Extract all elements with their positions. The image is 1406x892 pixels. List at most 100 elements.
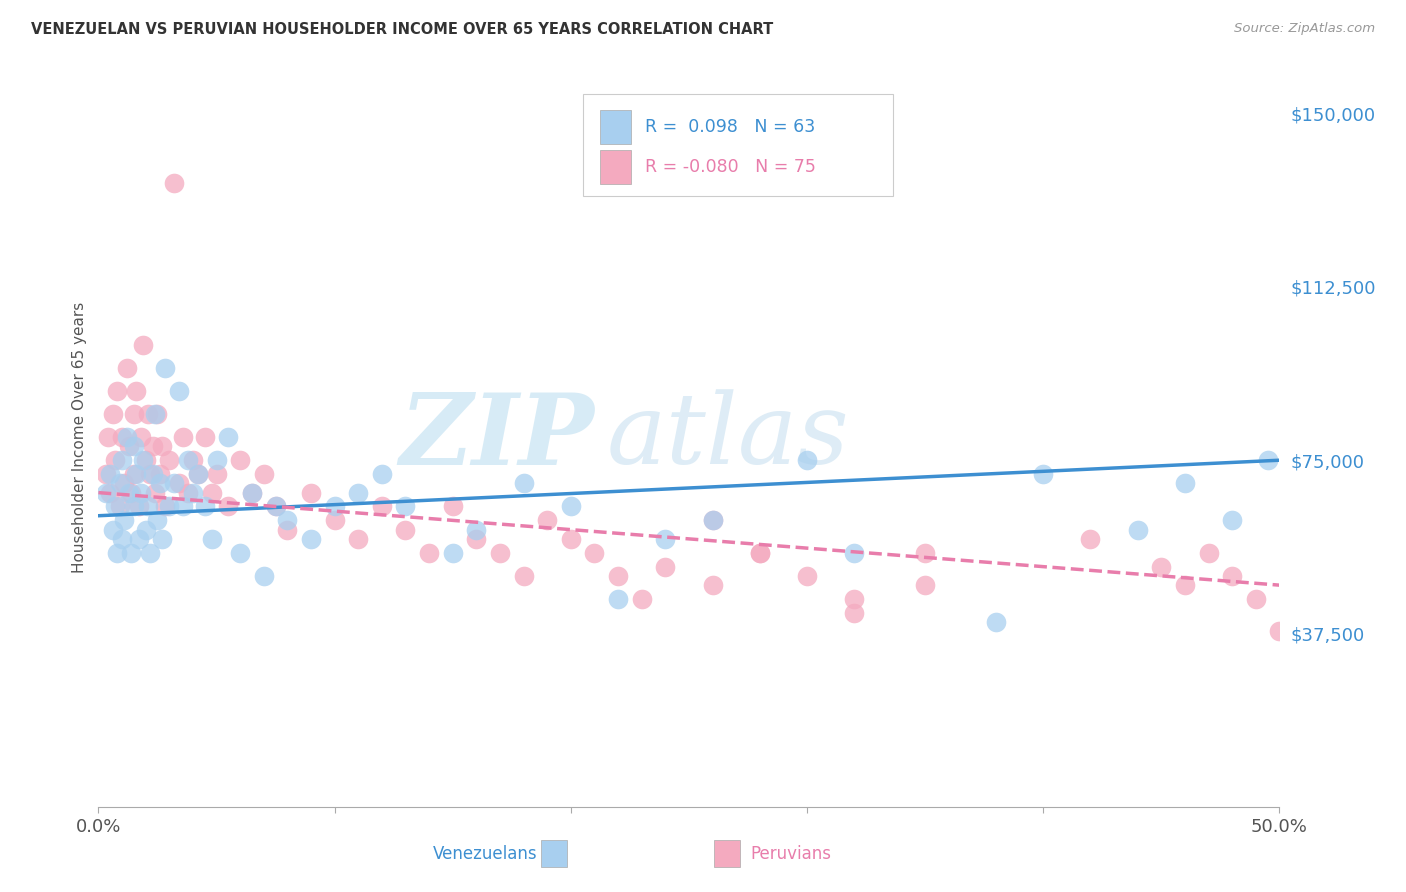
Point	[136, 500, 159, 514]
Point	[276, 513, 298, 527]
Point	[512, 569, 534, 583]
Text: Source: ZipAtlas.com: Source: ZipAtlas.com	[1234, 22, 1375, 36]
Point	[229, 453, 252, 467]
Point	[323, 513, 346, 527]
Point	[149, 467, 172, 482]
Point	[118, 439, 141, 453]
Point	[371, 500, 394, 514]
Text: R = -0.080   N = 75: R = -0.080 N = 75	[645, 158, 817, 176]
Point	[465, 523, 488, 537]
Point	[98, 467, 121, 482]
Point	[253, 467, 276, 482]
Point	[217, 430, 239, 444]
Point	[512, 476, 534, 491]
Point	[105, 546, 128, 560]
Point	[111, 532, 134, 546]
Point	[112, 513, 135, 527]
Point	[1080, 532, 1102, 546]
Point	[104, 453, 127, 467]
Point	[121, 485, 143, 500]
Point	[560, 500, 582, 514]
Point	[108, 500, 131, 514]
Point	[122, 467, 145, 482]
Point	[101, 523, 124, 537]
Point	[229, 546, 252, 560]
Point	[143, 407, 166, 421]
Point	[157, 500, 180, 514]
Point	[201, 485, 224, 500]
Point	[796, 453, 818, 467]
Point	[607, 569, 630, 583]
Point	[654, 532, 676, 546]
Point	[111, 453, 134, 467]
Point	[172, 430, 194, 444]
Point	[796, 569, 818, 583]
Point	[276, 523, 298, 537]
Point	[347, 532, 370, 546]
Point	[101, 407, 124, 421]
Point	[177, 485, 200, 500]
Point	[205, 467, 228, 482]
Point	[844, 606, 866, 620]
Point	[323, 500, 346, 514]
Point	[748, 546, 770, 560]
Point	[1220, 569, 1243, 583]
Point	[181, 485, 204, 500]
Point	[142, 467, 165, 482]
Text: Venezuelans: Venezuelans	[433, 845, 537, 863]
Point	[299, 532, 322, 546]
Point	[748, 546, 770, 560]
Point	[441, 500, 464, 514]
Point	[104, 500, 127, 514]
Point	[135, 523, 157, 537]
Point	[157, 453, 180, 467]
Point	[347, 485, 370, 500]
Point	[112, 476, 135, 491]
Point	[1150, 559, 1173, 574]
Point	[150, 532, 173, 546]
Point	[172, 500, 194, 514]
Text: R =  0.098   N = 63: R = 0.098 N = 63	[645, 118, 815, 136]
Point	[844, 592, 866, 607]
Point	[844, 546, 866, 560]
Point	[129, 485, 152, 500]
Point	[914, 578, 936, 592]
Point	[187, 467, 209, 482]
Text: ZIP: ZIP	[399, 389, 595, 485]
Point	[465, 532, 488, 546]
Point	[97, 430, 120, 444]
Point	[181, 453, 204, 467]
Point	[1257, 453, 1279, 467]
Point	[163, 176, 186, 190]
Point	[167, 476, 190, 491]
Text: Peruvians: Peruvians	[751, 845, 832, 863]
Point	[153, 360, 176, 375]
Point	[607, 592, 630, 607]
Point	[1198, 546, 1220, 560]
Point	[98, 485, 121, 500]
Point	[115, 360, 138, 375]
Point	[122, 500, 145, 514]
Point	[1268, 624, 1291, 639]
Point	[108, 476, 131, 491]
Point	[121, 546, 143, 560]
Point	[136, 407, 159, 421]
Point	[205, 453, 228, 467]
Point	[1220, 513, 1243, 527]
Point	[371, 467, 394, 482]
Point	[94, 467, 117, 482]
Point	[149, 476, 172, 491]
Point	[143, 485, 166, 500]
Text: VENEZUELAN VS PERUVIAN HOUSEHOLDER INCOME OVER 65 YEARS CORRELATION CHART: VENEZUELAN VS PERUVIAN HOUSEHOLDER INCOM…	[31, 22, 773, 37]
Point	[129, 430, 152, 444]
Point	[163, 476, 186, 491]
Point	[153, 500, 176, 514]
Point	[146, 513, 169, 527]
Point	[115, 430, 138, 444]
Point	[630, 592, 652, 607]
Point	[264, 500, 287, 514]
Point	[536, 513, 558, 527]
Point	[118, 485, 141, 500]
Point	[132, 453, 155, 467]
Point	[187, 467, 209, 482]
